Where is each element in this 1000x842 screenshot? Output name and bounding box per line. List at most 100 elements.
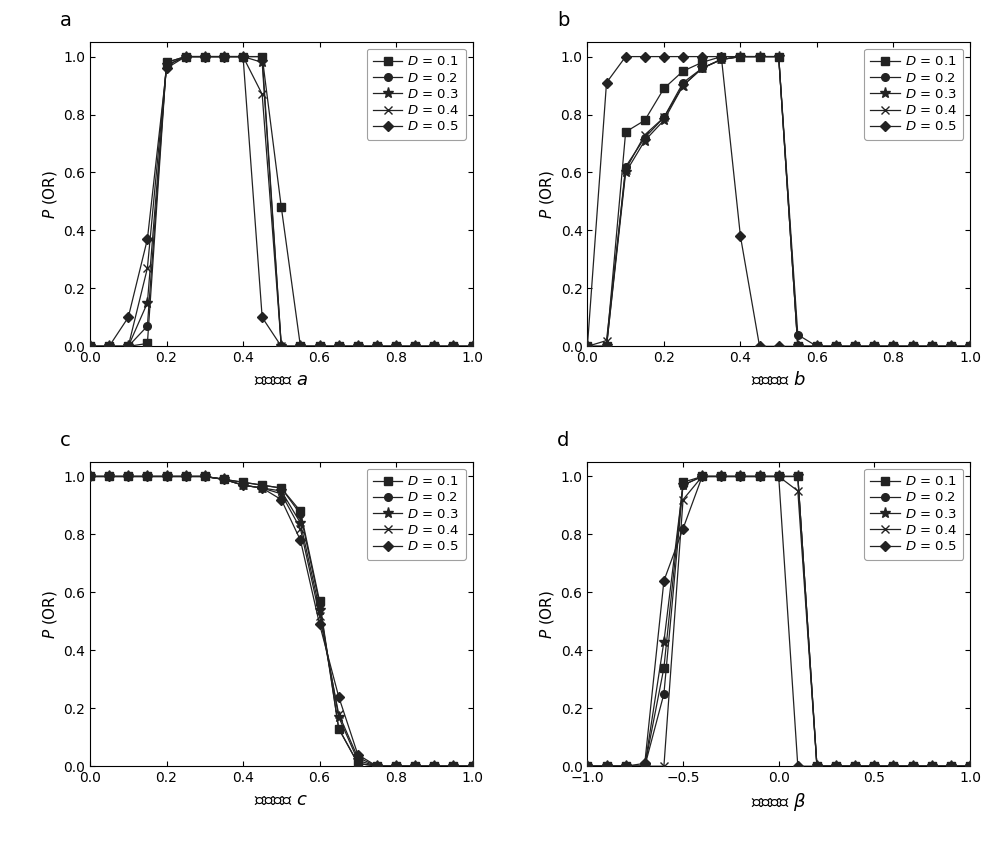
$D$ = 0.3 [868,761,880,771]
$D$ = 0.5 [447,761,459,771]
$D$ = 0.3 [773,51,785,61]
$D$ = 0.4 [581,761,593,771]
$D$ = 0.3 [677,480,689,490]
$D$ = 0.2 [639,761,651,771]
$D$ = 0.1 [467,761,479,771]
$D$ = 0.5 [314,619,326,629]
$D$ = 0.4 [868,341,880,351]
$D$ = 0.5 [754,472,766,482]
$D$ = 0.2 [887,761,899,771]
$D$ = 0.3 [945,761,957,771]
$D$ = 0.3 [887,761,899,771]
$D$ = 0.5 [467,761,479,771]
$D$ = 0.5 [467,341,479,351]
$D$ = 0.1 [447,761,459,771]
Line: $D$ = 0.5: $D$ = 0.5 [584,53,973,349]
$D$ = 0.4 [122,472,134,482]
Line: $D$ = 0.4: $D$ = 0.4 [86,52,477,350]
$D$ = 0.4 [180,472,192,482]
$D$ = 0.5 [849,761,861,771]
$D$ = 0.2 [84,341,96,351]
$D$ = 0.5 [734,232,746,242]
$D$ = 0.4 [275,341,287,351]
$D$ = 0.2 [199,472,211,482]
$D$ = 0.1 [390,341,402,351]
$D$ = 0.1 [428,761,440,771]
$D$ = 0.4 [639,761,651,771]
$D$ = 0.3 [390,341,402,351]
$D$ = 0.3 [868,341,880,351]
$D$ = 0.5 [830,761,842,771]
$D$ = 0.1 [926,761,938,771]
$D$ = 0.4 [141,263,153,273]
$D$ = 0.4 [199,51,211,61]
$D$ = 0.3 [754,51,766,61]
$D$ = 0.3 [294,518,306,528]
$D$ = 0.4 [754,472,766,482]
$D$ = 0.2 [84,472,96,482]
$D$ = 0.4 [161,61,173,71]
$D$ = 0.3 [275,341,287,351]
Line: $D$ = 0.4: $D$ = 0.4 [86,472,477,770]
$D$ = 0.5 [811,761,823,771]
$D$ = 0.5 [409,341,421,351]
$D$ = 0.5 [447,341,459,351]
$D$ = 0.5 [849,341,861,351]
$D$ = 0.3 [581,761,593,771]
$D$ = 0.4 [333,709,345,719]
$D$ = 0.2 [868,761,880,771]
Line: $D$ = 0.2: $D$ = 0.2 [86,53,476,350]
$D$ = 0.1 [811,761,823,771]
$D$ = 0.5 [84,341,96,351]
$D$ = 0.1 [103,472,115,482]
$D$ = 0.2 [161,57,173,67]
$D$ = 0.2 [773,472,785,482]
$D$ = 0.3 [849,761,861,771]
$D$ = 0.5 [161,472,173,482]
Line: $D$ = 0.2: $D$ = 0.2 [584,53,974,350]
Legend: $D$ = 0.1, $D$ = 0.2, $D$ = 0.3, $D$ = 0.4, $D$ = 0.5: $D$ = 0.1, $D$ = 0.2, $D$ = 0.3, $D$ = 0… [367,468,466,560]
$D$ = 0.1 [218,474,230,484]
$D$ = 0.1 [830,341,842,351]
$D$ = 0.2 [409,761,421,771]
$D$ = 0.2 [314,599,326,609]
$D$ = 0.2 [122,341,134,351]
$D$ = 0.1 [122,472,134,482]
$D$ = 0.2 [275,341,287,351]
$D$ = 0.5 [371,761,383,771]
$D$ = 0.1 [696,472,708,482]
$D$ = 0.2 [849,341,861,351]
$D$ = 0.2 [352,341,364,351]
$D$ = 0.5 [887,341,899,351]
$D$ = 0.2 [601,341,613,351]
$D$ = 0.5 [696,472,708,482]
$D$ = 0.5 [715,51,727,61]
$D$ = 0.4 [773,51,785,61]
$D$ = 0.3 [734,472,746,482]
$D$ = 0.3 [161,61,173,71]
$D$ = 0.5 [581,761,593,771]
$D$ = 0.1 [161,57,173,67]
Legend: $D$ = 0.1, $D$ = 0.2, $D$ = 0.3, $D$ = 0.4, $D$ = 0.5: $D$ = 0.1, $D$ = 0.2, $D$ = 0.3, $D$ = 0… [367,49,466,140]
$D$ = 0.5 [715,472,727,482]
$D$ = 0.5 [677,524,689,534]
$D$ = 0.5 [926,341,938,351]
$D$ = 0.4 [696,63,708,73]
$D$ = 0.3 [352,341,364,351]
$D$ = 0.2 [333,341,345,351]
$D$ = 0.4 [256,483,268,493]
$D$ = 0.1 [180,51,192,61]
$D$ = 0.3 [811,341,823,351]
$D$ = 0.3 [314,341,326,351]
$D$ = 0.4 [390,761,402,771]
$D$ = 0.5 [122,472,134,482]
$D$ = 0.1 [199,51,211,61]
$D$ = 0.4 [314,610,326,621]
$D$ = 0.5 [371,341,383,351]
$D$ = 0.3 [620,761,632,771]
$D$ = 0.2 [447,341,459,351]
$D$ = 0.4 [887,341,899,351]
$D$ = 0.2 [294,509,306,520]
$D$ = 0.3 [428,761,440,771]
$D$ = 0.1 [868,341,880,351]
